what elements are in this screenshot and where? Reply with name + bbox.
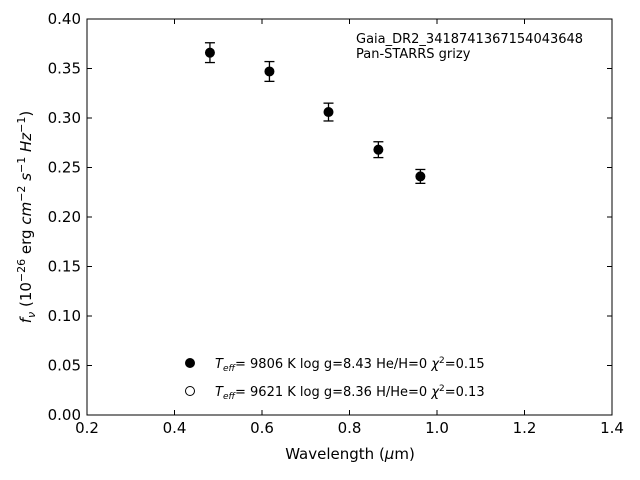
x-tick-label: 1.4 — [600, 419, 624, 437]
x-tick-label: 1.2 — [513, 419, 537, 437]
legend-entry: Teff= 9621 K log g=8.36 H/He=0 χ2=0.13 — [215, 384, 485, 402]
x-tick-label: 0.4 — [163, 419, 187, 437]
plot-area — [86, 18, 613, 416]
y-tick-label: 0.25 — [48, 159, 81, 177]
y-axis-label: fν (10−26 erg cm−2 s−1 Hz−1) — [15, 111, 38, 323]
y-tick-label: 0.40 — [48, 10, 81, 28]
y-tick-label: 0.35 — [48, 60, 81, 78]
data-point — [373, 144, 384, 155]
y-axis: 0.00 0.05 0.10 0.15 0.20 0.25 0.30 0.35 0.40 — [48, 10, 612, 424]
legend-entry: Teff= 9806 K log g=8.43 He/H=0 χ2=0.15 — [215, 356, 485, 374]
x-tick-label: 0.2 — [75, 419, 99, 437]
legend-marker — [185, 386, 195, 396]
legend: Teff= 9806 K log g=8.43 He/H=0 χ2=0.15 Te… — [185, 356, 485, 402]
data-point — [323, 107, 334, 118]
y-tick-label: 0.05 — [48, 357, 81, 375]
data-point — [415, 171, 426, 182]
x-tick-label: 0.8 — [338, 419, 362, 437]
data-points — [204, 42, 426, 184]
y-tick-label: 0.15 — [48, 258, 81, 276]
data-point — [264, 66, 275, 77]
y-tick-label: 0.00 — [48, 406, 81, 424]
y-tick-label: 0.20 — [48, 208, 81, 226]
y-tick-label: 0.30 — [48, 109, 81, 127]
x-axis-label: Wavelength (μm) — [285, 445, 415, 463]
legend-marker — [185, 358, 195, 368]
x-axis: 0.2 0.4 0.6 0.8 1.0 1.2 1.4 — [75, 19, 624, 437]
x-tick-label: 1.0 — [425, 419, 449, 437]
y-tick-label: 0.10 — [48, 307, 81, 325]
annotation-line: Pan-STARRS grizy — [356, 47, 471, 62]
annotation-line: Gaia_DR2_3418741367154043648 — [356, 32, 583, 47]
x-tick-label: 0.6 — [250, 419, 274, 437]
data-point — [204, 47, 215, 58]
